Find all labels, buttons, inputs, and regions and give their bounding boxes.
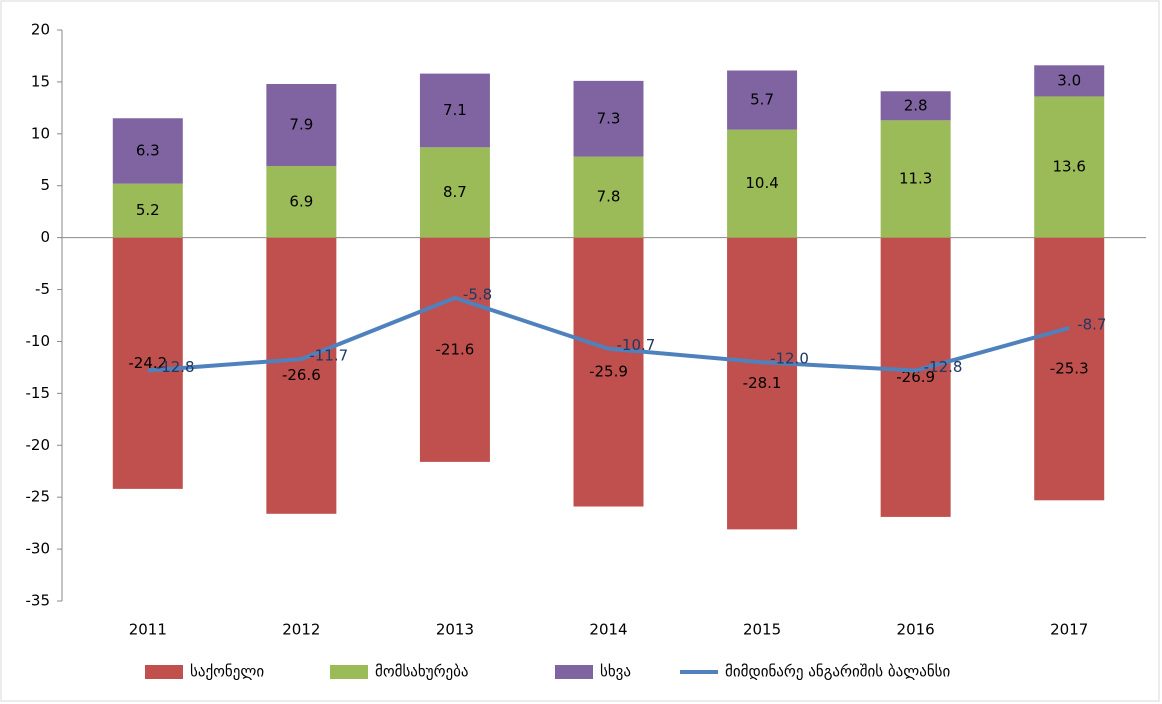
legend-swatch — [330, 665, 368, 679]
data-label: 7.1 — [443, 101, 467, 119]
bar-segment — [266, 166, 337, 238]
bar-segment — [880, 120, 951, 238]
bar-segment — [112, 183, 183, 238]
bar-segment — [1034, 65, 1105, 97]
data-label: -26.9 — [896, 368, 935, 386]
bar-segment — [419, 237, 490, 462]
bar-segment — [880, 237, 951, 517]
data-label: -28.1 — [743, 374, 782, 392]
data-label: 7.8 — [597, 188, 621, 206]
data-label: 10.4 — [745, 174, 778, 192]
data-label: 7.9 — [289, 115, 313, 133]
x-tick-label: 2012 — [282, 621, 320, 639]
bar-segment — [112, 118, 183, 184]
legend-label: მიმდინარე ანგარიშის ბალანსი — [725, 663, 951, 681]
x-tick-label: 2016 — [897, 621, 935, 639]
y-tick-label: 20 — [31, 21, 50, 39]
data-label: 11.3 — [899, 169, 932, 187]
line-label: -12.8 — [924, 358, 963, 376]
bar-segment — [419, 73, 490, 148]
data-label: 6.3 — [136, 141, 160, 159]
x-tick-label: 2013 — [436, 621, 474, 639]
legend-label: სხვა — [600, 663, 631, 681]
y-tick-label: 10 — [31, 124, 50, 142]
bar-segment — [573, 237, 644, 507]
line-label: -11.7 — [309, 347, 348, 365]
data-label: -21.6 — [436, 340, 475, 358]
bar-segment — [727, 70, 798, 130]
y-tick-label: -25 — [26, 488, 51, 506]
data-label: 7.3 — [597, 109, 621, 127]
data-label: 5.2 — [136, 201, 160, 219]
bar-segment — [1034, 96, 1105, 238]
data-label: -25.9 — [589, 363, 628, 381]
data-label: -25.3 — [1050, 359, 1089, 377]
x-tick-label: 2014 — [589, 621, 627, 639]
y-tick-label: -5 — [35, 280, 50, 298]
bar-segment — [727, 237, 798, 530]
y-tick-label: -30 — [26, 540, 51, 558]
x-tick-label: 2011 — [129, 621, 167, 639]
line-label: -12.8 — [156, 358, 195, 376]
bar-segment — [573, 80, 644, 157]
data-label: 13.6 — [1053, 158, 1086, 176]
bar-segment — [266, 237, 337, 514]
bar-segment — [419, 147, 490, 238]
bar-segment — [727, 129, 798, 238]
data-label: 5.7 — [750, 91, 774, 109]
data-label: 2.8 — [904, 96, 928, 114]
data-label: -24.2 — [128, 354, 167, 372]
data-label: -26.6 — [282, 366, 321, 384]
line-label: -8.7 — [1077, 315, 1106, 333]
y-tick-label: -35 — [26, 592, 51, 610]
line-label: -12.0 — [770, 350, 809, 368]
y-tick-label: 15 — [31, 72, 50, 90]
bar-segment — [880, 91, 951, 121]
legend-label: მომსახურება — [375, 663, 469, 681]
data-label: 8.7 — [443, 183, 467, 201]
legend-swatch — [555, 665, 593, 679]
bar-segment — [266, 83, 337, 167]
y-tick-label: -15 — [26, 384, 51, 402]
line — [147, 295, 1070, 373]
line-label: -5.8 — [463, 285, 492, 303]
y-tick-label: 5 — [40, 176, 50, 194]
bar-segment — [112, 237, 183, 489]
data-label: 3.0 — [1057, 71, 1081, 89]
y-tick-label: -20 — [26, 436, 51, 454]
data-label: 6.9 — [289, 192, 313, 210]
x-tick-label: 2017 — [1050, 621, 1088, 639]
y-tick-label: 0 — [40, 228, 50, 246]
y-tick-label: -10 — [26, 332, 51, 350]
legend-label: საქონელი — [190, 663, 264, 681]
x-tick-label: 2015 — [743, 621, 781, 639]
bar-segment — [1034, 237, 1105, 501]
bar-segment — [573, 156, 644, 238]
line-label: -10.7 — [617, 336, 656, 354]
legend-swatch — [145, 665, 183, 679]
